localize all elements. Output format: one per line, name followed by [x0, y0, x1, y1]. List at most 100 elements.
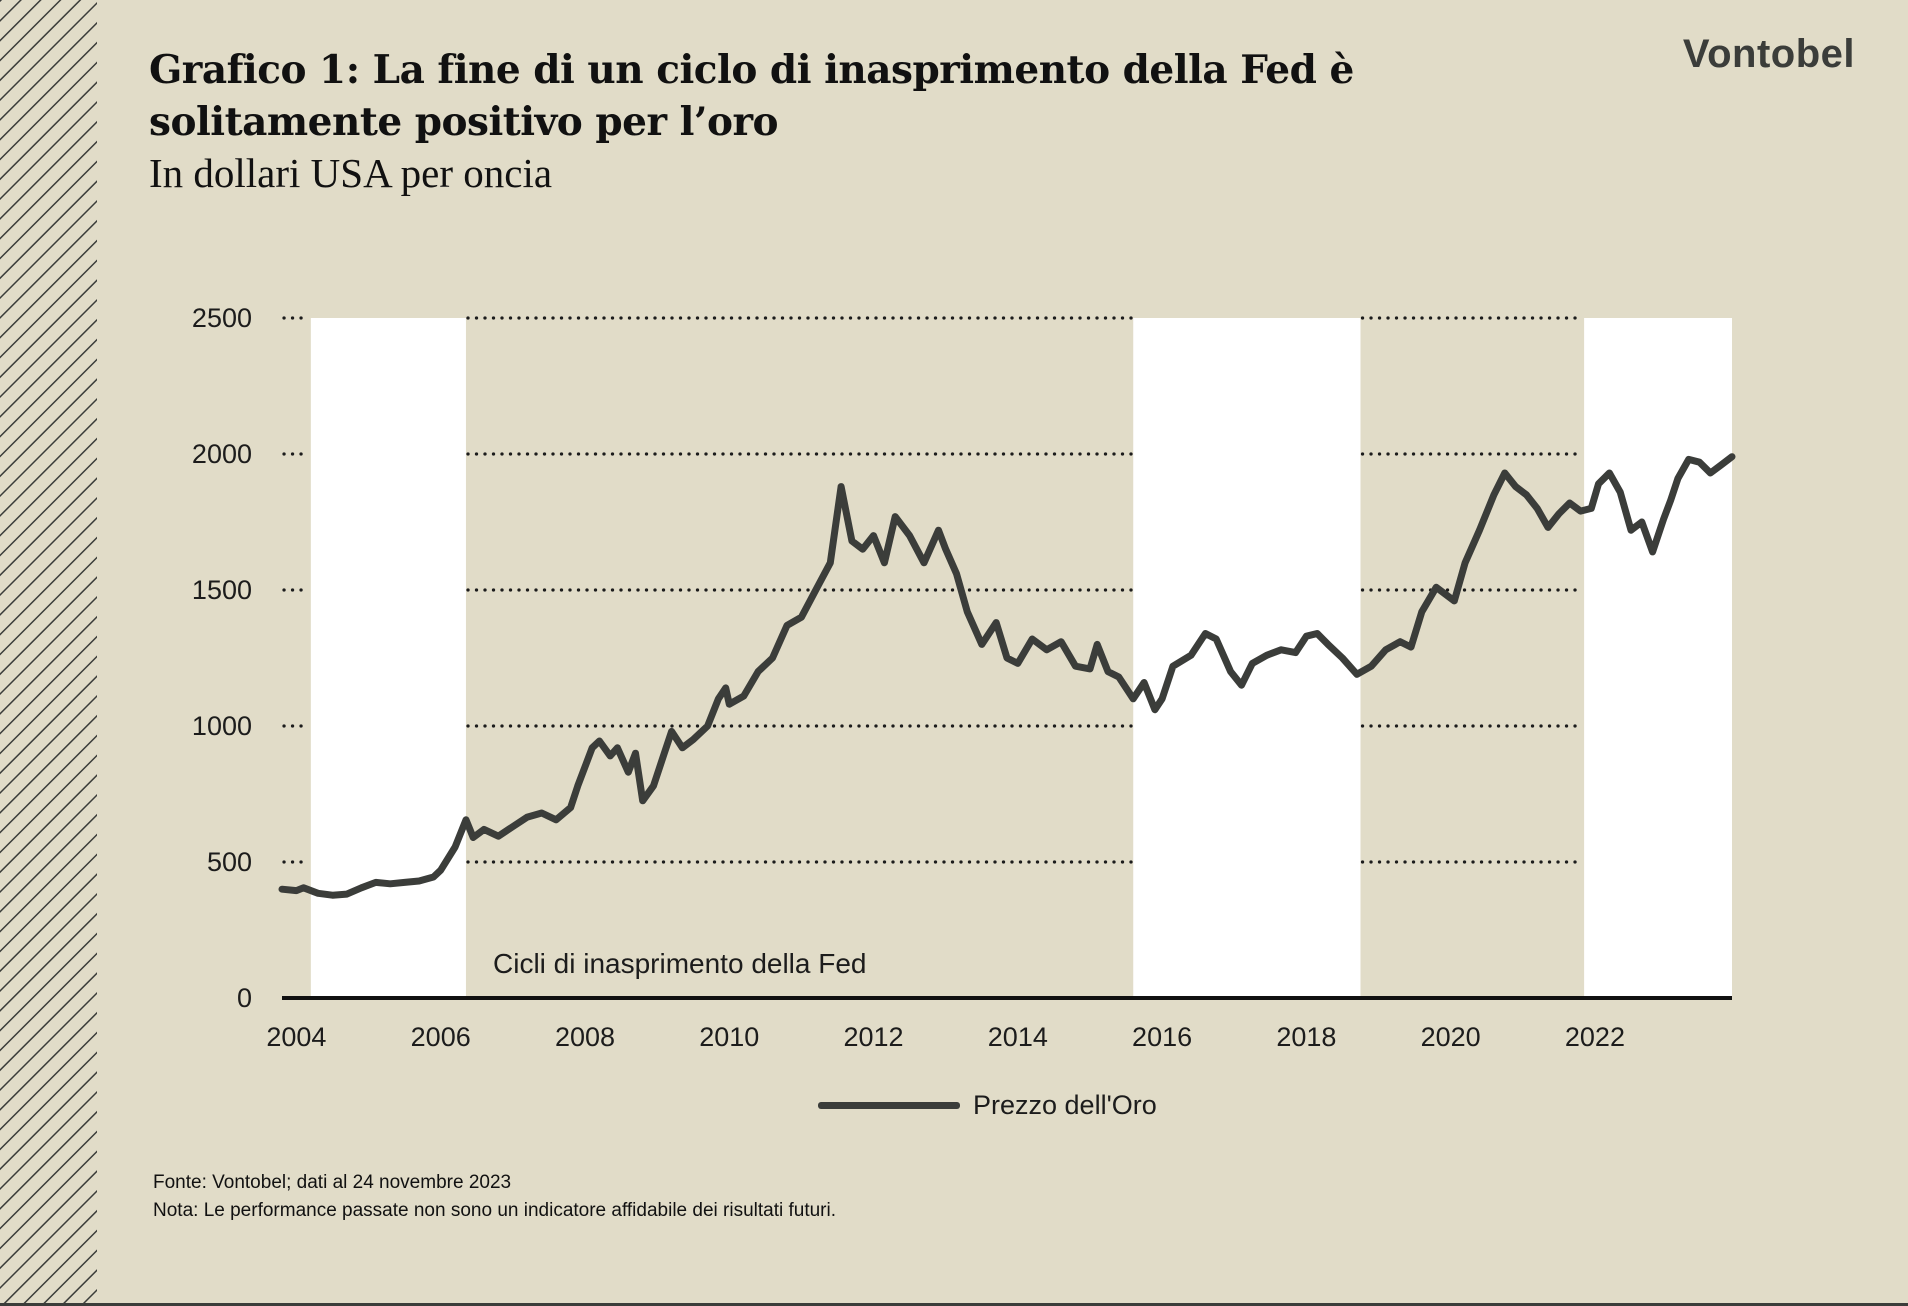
- gold-price-point: [1131, 696, 1136, 701]
- gold-price-point: [1228, 669, 1233, 674]
- gold-price-point: [1152, 707, 1158, 712]
- gold-price-point: [1477, 528, 1482, 533]
- fed-tightening-bands: [310, 318, 1732, 998]
- gold-price-point: [1491, 492, 1497, 497]
- gold-price-point: [452, 844, 458, 850]
- bottom-rule: [0, 1303, 1908, 1306]
- gold-price-point: [1452, 598, 1457, 604]
- gold-price-point: [1383, 647, 1388, 652]
- x-tick-2016: 2016: [1132, 1022, 1192, 1052]
- gold-price-point: [1044, 647, 1049, 652]
- gold-price-point: [716, 696, 721, 701]
- gold-price-point: [994, 620, 999, 625]
- gold-price-point: [1030, 636, 1035, 642]
- gold-price-point: [849, 538, 855, 544]
- gold-price-point: [373, 880, 378, 885]
- gold-price-point: [1697, 460, 1702, 465]
- gold-price-point: [1589, 506, 1594, 511]
- gold-price-point: [416, 878, 422, 884]
- gold-price-point: [828, 560, 833, 565]
- disclaimer-note: Nota: Le performance passate non sono un…: [153, 1200, 837, 1221]
- y-tick-500: 500: [207, 847, 252, 877]
- x-tick-2008: 2008: [555, 1022, 615, 1052]
- x-tick-2022: 2022: [1565, 1022, 1625, 1052]
- gold-price-point: [1567, 500, 1572, 506]
- gold-price-point: [1015, 661, 1020, 666]
- y-tick-1000: 1000: [192, 711, 252, 741]
- gold-price-point: [615, 745, 620, 750]
- gold-price-point: [1398, 639, 1403, 644]
- gold-price-point: [680, 745, 685, 750]
- gold-price-point: [1004, 655, 1010, 661]
- legend-line-swatch: [818, 1102, 960, 1109]
- gold-price-point: [279, 887, 285, 892]
- vontobel-logo: Vontobel: [1682, 32, 1855, 76]
- gold-price-point: [590, 745, 595, 750]
- gold-price-point: [1729, 454, 1735, 459]
- chart-subtitle: In dollari USA per oncia: [149, 150, 553, 196]
- gold-price-point: [626, 770, 631, 775]
- gold-price-point: [1607, 470, 1612, 476]
- gold-price-point: [1661, 517, 1666, 522]
- gold-price-point: [344, 891, 350, 897]
- gridlines: [282, 316, 1584, 864]
- gold-price-point: [860, 547, 865, 552]
- gold-price-point: [727, 702, 732, 707]
- gold-price-point: [1639, 519, 1645, 525]
- gold-price-point: [1434, 585, 1439, 590]
- x-tick-2006: 2006: [411, 1022, 471, 1052]
- gold-price-point: [1116, 674, 1122, 680]
- gold-price-point: [1141, 680, 1147, 685]
- gold-price-point: [907, 533, 912, 538]
- gold-price-point: [471, 835, 476, 840]
- gold-price-point: [669, 729, 674, 734]
- gold-price-point: [1524, 492, 1529, 497]
- gold-price-point: [705, 723, 710, 729]
- gold-price-point: [1278, 647, 1284, 652]
- gold-price-point: [510, 824, 515, 829]
- gold-price-point: [481, 827, 487, 832]
- tightening-band-2: [1133, 318, 1361, 998]
- gold-price-point: [1708, 470, 1713, 476]
- gold-price-point: [954, 571, 959, 576]
- gold-price-point: [496, 834, 501, 839]
- gold-price-point: [568, 805, 573, 810]
- gold-price-point: [943, 547, 948, 552]
- gold-price-point: [438, 868, 443, 873]
- gold-price-point: [294, 888, 299, 893]
- gold-price-point: [640, 798, 645, 803]
- source-note: Fonte: Vontobel; dati al 24 novembre 202…: [153, 1172, 512, 1193]
- gold-price-point: [1686, 457, 1691, 462]
- gold-price-point: [1675, 476, 1681, 481]
- gold-price-point: [1419, 609, 1425, 614]
- gold-price-point: [359, 885, 364, 890]
- gold-price-point: [1369, 664, 1374, 669]
- gold-price-point: [965, 609, 970, 614]
- gold-price-point: [525, 814, 530, 820]
- gold-price-point: [301, 885, 306, 890]
- gold-price-point: [1315, 631, 1320, 636]
- chart-title: Grafico 1: La fine di un ciclo di inaspr…: [149, 47, 1354, 145]
- gold-price-point: [633, 751, 638, 756]
- gold-price-point: [755, 669, 761, 674]
- gold-price-point: [1264, 653, 1269, 658]
- gold-price-point: [651, 783, 656, 788]
- gold-price-point: [1325, 642, 1331, 647]
- gold-price-point: [723, 685, 728, 691]
- gold-price-point: [1545, 525, 1551, 530]
- gold-price-point: [608, 753, 613, 759]
- series-group: [278, 453, 1736, 899]
- gold-price-point: [1408, 644, 1414, 650]
- footnotes: Fonte: Vontobel; dati al 24 novembre 202…: [153, 1169, 836, 1225]
- x-axis-ticks: 2004 2006 2008 2010 2012 2014 2016 2018 2020 2022: [266, 1022, 1625, 1052]
- gold-price-point: [1596, 481, 1601, 487]
- gold-price-point: [1513, 484, 1518, 489]
- gold-price-point: [1188, 653, 1194, 658]
- gold-price-point: [1719, 462, 1724, 468]
- gold-price-point: [799, 615, 804, 620]
- y-tick-2000: 2000: [192, 439, 252, 469]
- gold-price-point: [770, 655, 775, 661]
- gold-price-point: [1105, 669, 1111, 674]
- gold-price-point: [1304, 634, 1309, 639]
- gold-price-point: [936, 528, 941, 533]
